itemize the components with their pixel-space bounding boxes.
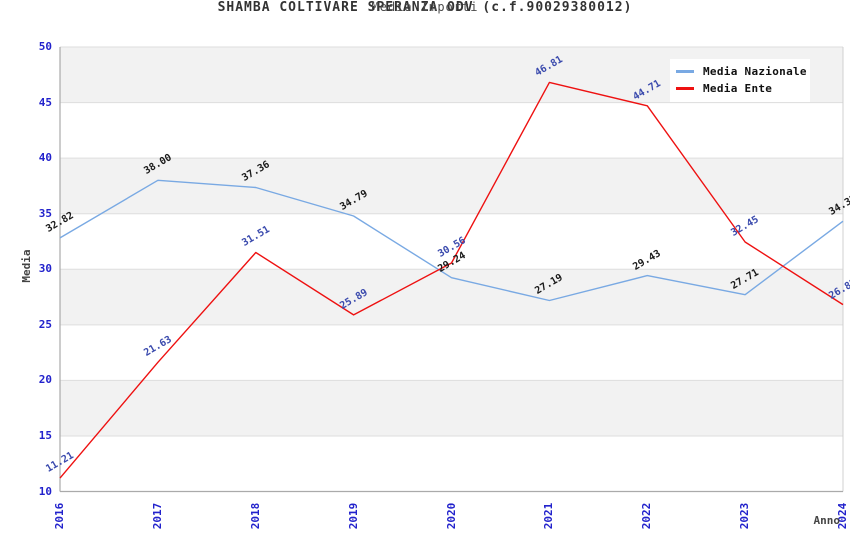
- y-tick-label: 30: [38, 262, 52, 276]
- plot-band: [60, 435, 843, 492]
- x-tick-label: 2017: [150, 502, 164, 530]
- y-tick-label: 10: [38, 484, 52, 498]
- plot-band: [60, 158, 843, 214]
- chart-title: SHAMBA COLTIVARE SPERANZA ODV (c.f.90029…: [217, 0, 633, 15]
- y-tick-label: 15: [38, 428, 52, 442]
- legend-swatch-icon: [676, 87, 694, 90]
- series-line-media-ente: [59, 81, 844, 479]
- legend-label: Media Ente: [703, 82, 773, 95]
- y-tick-label: 35: [38, 206, 52, 220]
- plot-band: [60, 269, 843, 325]
- legend-item-media-nazionale: Media Nazionale: [670, 63, 810, 80]
- x-tick-label: 2016: [53, 502, 66, 530]
- legend: Media Nazionale Media Ente: [670, 59, 810, 102]
- x-tick-label: 2021: [542, 502, 556, 530]
- x-axis-title: Anno: [813, 514, 841, 527]
- plot-band: [60, 324, 843, 381]
- plot-band: [60, 102, 843, 159]
- x-tick-label: 2022: [640, 502, 654, 530]
- series-line-media-nazionale: [59, 179, 844, 302]
- chart-subtitle: Media Importi: [371, 0, 479, 14]
- x-tick-label: 2023: [738, 502, 752, 530]
- x-tick-label: 2018: [248, 502, 262, 530]
- y-tick-label: 50: [38, 40, 52, 53]
- plot-band: [60, 380, 843, 436]
- plot-band: [60, 213, 843, 270]
- y-axis-title: Media: [20, 249, 33, 283]
- x-tick-label: 2020: [444, 502, 458, 530]
- y-tick-label: 20: [38, 373, 52, 387]
- x-tick-label: 2019: [346, 502, 360, 530]
- y-tick-label: 45: [38, 95, 52, 109]
- legend-label: Media Nazionale: [703, 65, 807, 78]
- y-tick-label: 40: [38, 151, 52, 165]
- y-tick-label: 25: [38, 317, 52, 331]
- legend-swatch-icon: [676, 70, 694, 73]
- legend-item-media-ente: Media Ente: [670, 80, 810, 97]
